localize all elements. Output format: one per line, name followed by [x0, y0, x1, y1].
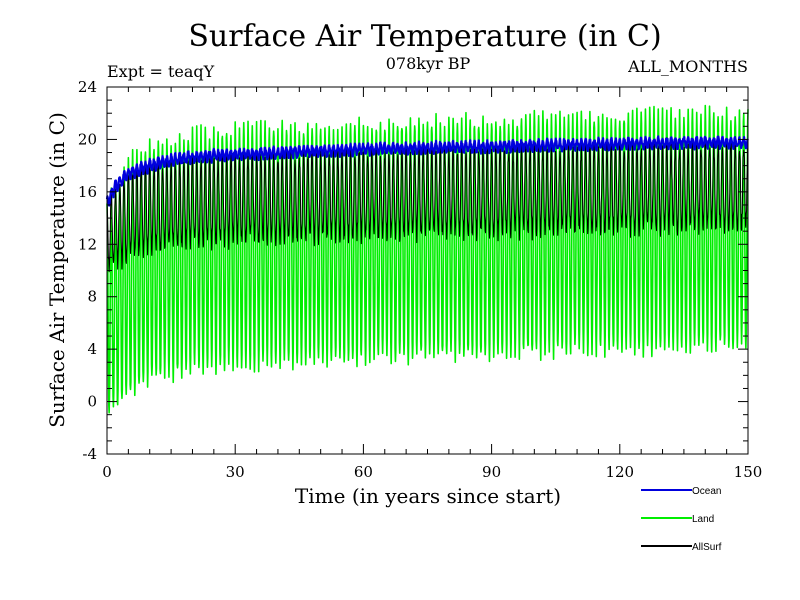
- series-line-ocean: [105, 135, 749, 207]
- series-line-land: [106, 104, 749, 414]
- y-tick-label: 0: [87, 393, 97, 411]
- y-tick-label: 20: [78, 130, 97, 148]
- experiment-label: Expt = teaqY: [107, 62, 215, 81]
- series-layer: [105, 104, 749, 414]
- legend-label-allsurf: AllSurf: [692, 542, 722, 553]
- months-label: ALL_MONTHS: [627, 57, 748, 76]
- legend-label-ocean: Ocean: [692, 486, 721, 497]
- x-tick-label: 120: [605, 463, 634, 481]
- x-tick-label: 0: [102, 463, 112, 481]
- x-tick-label: 30: [226, 463, 245, 481]
- period-label: 078kyr BP: [386, 54, 471, 73]
- legend: Ocean Land AllSurf: [641, 486, 722, 553]
- x-axis-label: Time (in years since start): [295, 484, 561, 508]
- y-axis-label: Surface Air Temperature (in C): [45, 112, 69, 428]
- legend-label-land: Land: [692, 514, 714, 525]
- y-tick-label: 12: [78, 235, 97, 253]
- x-tick-label: 60: [354, 463, 373, 481]
- y-tick-label: 24: [78, 78, 97, 96]
- y-tick-label: 4: [87, 340, 97, 358]
- y-tick-label: -4: [82, 445, 97, 463]
- y-tick-label: 8: [87, 288, 97, 306]
- chart-title: Surface Air Temperature (in C): [188, 19, 661, 54]
- y-tick-label: 16: [78, 183, 97, 201]
- tick-layer: 0 30 60 90 120 150 -4 0 4 8 12 16 20 24: [78, 78, 762, 481]
- x-tick-label: 150: [734, 463, 763, 481]
- x-tick-label: 90: [482, 463, 501, 481]
